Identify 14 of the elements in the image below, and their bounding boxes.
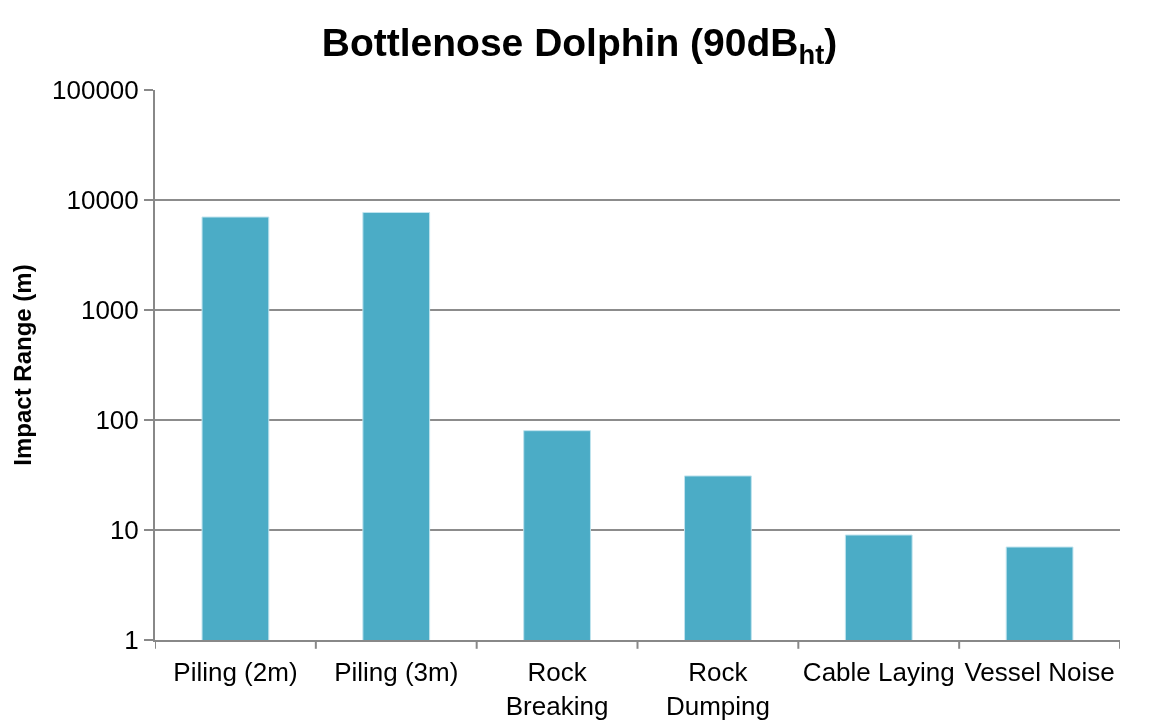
y-tick-label: 100: [95, 405, 139, 436]
y-tick-label: 1000: [80, 295, 139, 326]
y-tick-label: 10000: [66, 185, 139, 216]
x-tick-label: Cable Laying: [802, 657, 955, 688]
chart-title: Bottlenose Dolphin (90dB$_{ht}$): [321, 20, 838, 70]
y-axis-title: Impact Range (m): [8, 264, 36, 466]
y-tick-label: 100000: [52, 75, 139, 106]
x-tick-label: Piling (2m): [173, 657, 298, 688]
x-tick-label: Rock Breaking: [505, 657, 609, 720]
x-tick-label: Rock Dumping: [665, 657, 770, 720]
y-tick-label: 10: [109, 515, 139, 546]
x-tick-label: Piling (3m): [334, 657, 459, 688]
x-tick-label: Vessel Noise: [964, 657, 1115, 688]
y-tick-label: 1: [124, 625, 139, 656]
